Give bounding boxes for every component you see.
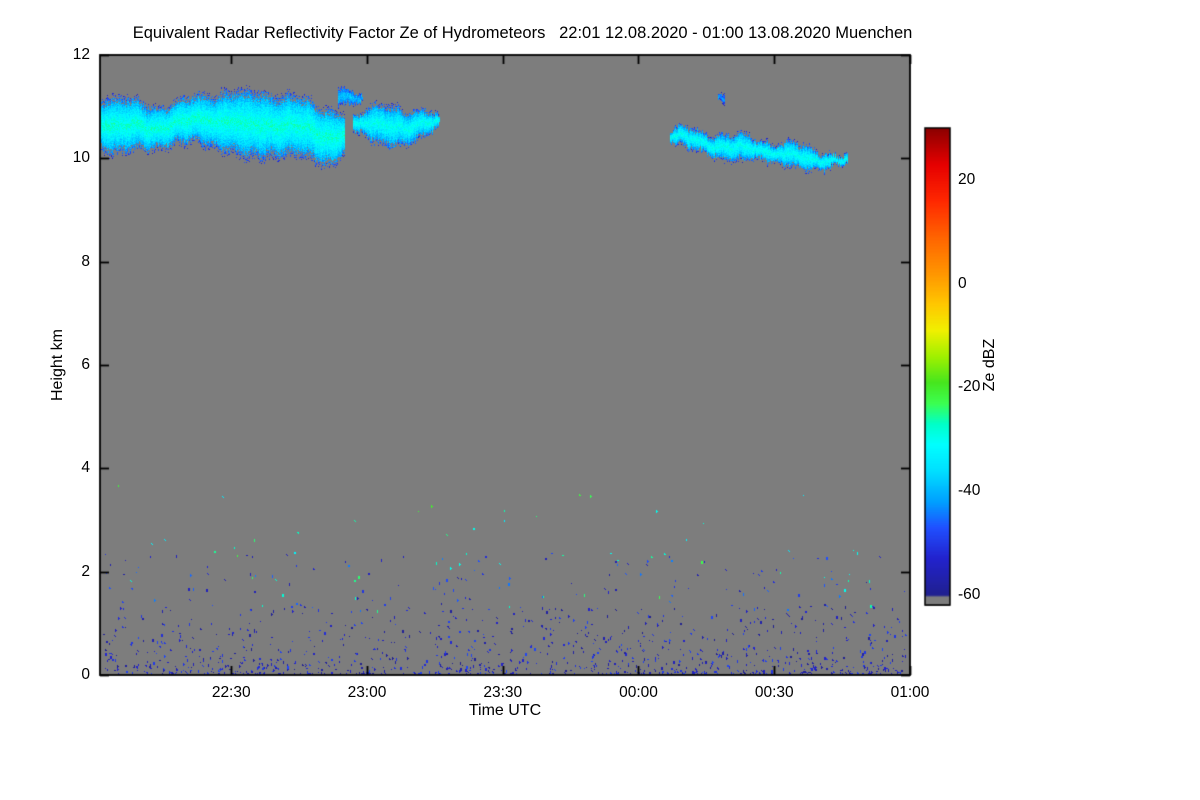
y-tick-label-8: 8 (81, 252, 90, 270)
y-tick-label-10: 10 (72, 149, 90, 167)
y-tick-label-4: 4 (81, 459, 90, 477)
chart-title: Equivalent Radar Reflectivity Factor Ze … (132, 24, 913, 42)
colorbar-tick-label--20: -20 (958, 378, 981, 396)
y-tick-label-6: 6 (81, 356, 90, 373)
x-tick-label-00:30: 00:30 (754, 684, 794, 701)
x-tick-label-00:00: 00:00 (619, 684, 658, 701)
x-tick-label-22:30: 22:30 (211, 684, 251, 701)
colorbar-tick-label--40: -40 (958, 481, 981, 499)
x-axis-label: Time UTC (468, 702, 542, 719)
y-tick-label-12: 12 (72, 46, 90, 63)
x-tick-label-01:00: 01:00 (890, 684, 930, 701)
colorbar-tick-label-20: 20 (958, 170, 976, 188)
y-tick-label-0: 0 (81, 666, 90, 683)
y-axis-label: Height km (49, 328, 66, 402)
colorbar-tick-label--60: -60 (958, 585, 981, 603)
colorbar-tick-label-0: 0 (958, 274, 967, 292)
x-tick-label-23:30: 23:30 (483, 684, 523, 701)
x-tick-label-23:00: 23:00 (347, 684, 387, 701)
y-tick-label-2: 2 (81, 562, 90, 580)
colorbar-label: Ze dBZ (981, 338, 998, 392)
